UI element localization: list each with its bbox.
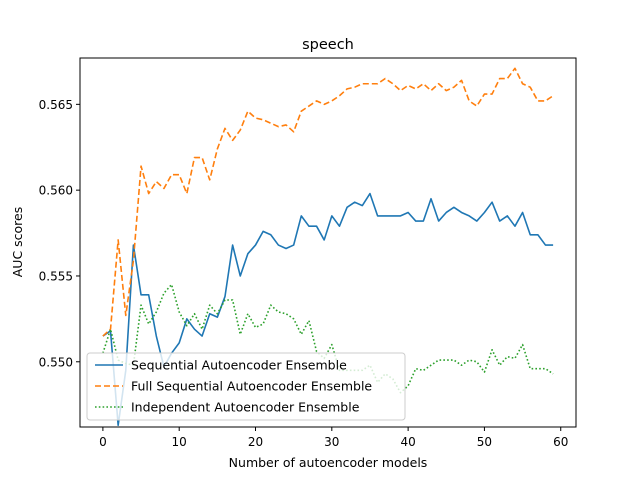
x-tick-label: 30 bbox=[324, 435, 339, 449]
legend: Sequential Autoencoder Ensemble Full Sequ… bbox=[86, 352, 406, 421]
legend-box bbox=[86, 352, 406, 421]
x-tick-label: 20 bbox=[248, 435, 263, 449]
series-line-1 bbox=[102, 192, 554, 427]
chart-title: speech bbox=[302, 37, 354, 53]
legend-label-1: Sequential Autoencoder Ensemble bbox=[131, 358, 347, 373]
legend-label-2: Full Sequential Autoencoder Ensemble bbox=[131, 379, 372, 394]
x-tick-label: 60 bbox=[553, 435, 568, 449]
x-tick-label: 40 bbox=[400, 435, 415, 449]
x-tick-label: 0 bbox=[99, 435, 107, 449]
legend-label-3: Independent Autoencoder Ensemble bbox=[131, 400, 360, 415]
series-line-2 bbox=[102, 67, 554, 337]
y-tick-label: 0.565 bbox=[39, 98, 73, 112]
y-axis: 0.550 0.555 0.560 0.565 bbox=[39, 98, 80, 369]
plot-frame bbox=[79, 57, 577, 428]
y-axis-label: AUC scores bbox=[10, 207, 25, 278]
series-layer bbox=[102, 67, 554, 427]
x-axis: 0 10 20 30 40 50 60 bbox=[99, 427, 568, 449]
series-line-3 bbox=[102, 283, 554, 394]
x-tick-label: 10 bbox=[172, 435, 187, 449]
x-axis-label: Number of autoencoder models bbox=[229, 455, 428, 470]
y-tick-label: 0.555 bbox=[39, 269, 73, 283]
y-tick-label: 0.560 bbox=[39, 184, 73, 198]
x-tick-label: 50 bbox=[477, 435, 492, 449]
y-tick-label: 0.550 bbox=[39, 355, 73, 369]
